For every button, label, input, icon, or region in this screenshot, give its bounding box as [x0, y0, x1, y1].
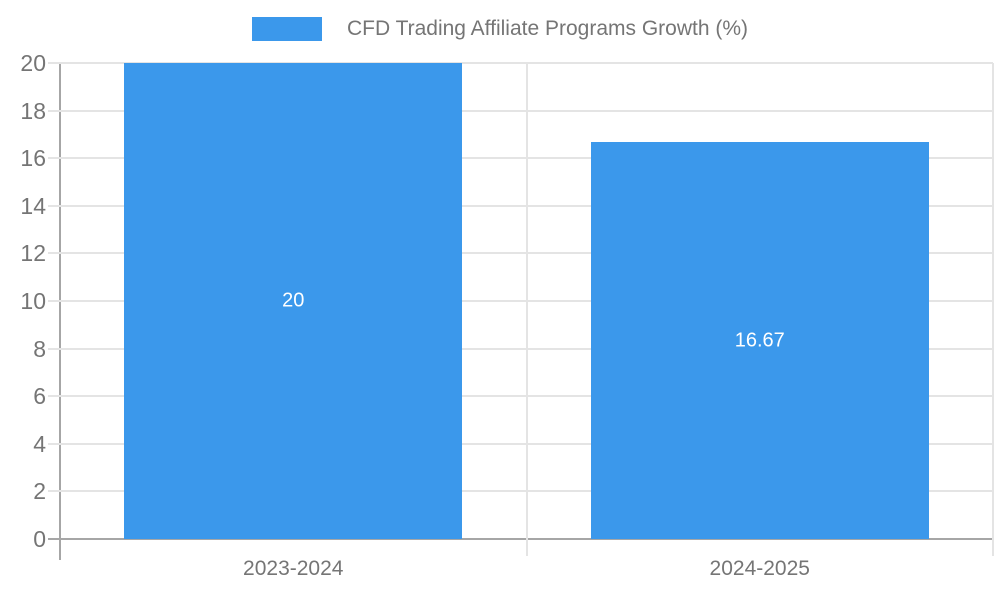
legend-swatch — [251, 17, 322, 41]
y-axis-line — [59, 63, 61, 560]
y-tick-mark — [48, 490, 60, 493]
y-tick-label: 10 — [20, 288, 46, 314]
y-tick-mark — [48, 252, 60, 255]
y-tick-mark — [48, 109, 60, 112]
y-tick-label: 14 — [20, 192, 46, 219]
x-gridline — [525, 63, 528, 539]
bar-value-label: 20 — [282, 289, 305, 312]
y-tick-mark — [48, 442, 60, 445]
y-tick-mark — [48, 347, 60, 350]
y-tick-label: 12 — [20, 240, 46, 267]
y-tick-mark — [48, 62, 60, 64]
y-tick-label: 20 — [20, 50, 46, 76]
y-tick-mark — [48, 538, 60, 540]
y-tick-label: 2 — [33, 478, 46, 505]
bar[interactable]: 20 — [124, 63, 463, 539]
y-tick-label: 0 — [33, 526, 46, 552]
y-tick-label: 6 — [33, 383, 46, 410]
y-tick-label: 18 — [20, 97, 46, 124]
x-category-label: 2023-2024 — [243, 557, 344, 580]
y-tick-mark — [48, 395, 60, 398]
y-tick-mark — [48, 157, 60, 160]
y-tick-label: 16 — [20, 145, 46, 172]
x-gridline — [992, 63, 994, 539]
y-tick-mark — [48, 204, 60, 207]
x-category-label: 2024-2025 — [709, 557, 810, 580]
legend-label: CFD Trading Affiliate Programs Growth (%… — [346, 17, 749, 40]
y-tick-label: 4 — [33, 430, 46, 457]
legend[interactable]: CFD Trading Affiliate Programs Growth (%… — [0, 17, 1000, 41]
y-tick-mark — [48, 300, 60, 302]
x-tick-mark — [525, 539, 528, 556]
y-tick-label: 8 — [33, 335, 46, 362]
bar[interactable]: 16.67 — [590, 142, 929, 539]
x-tick-mark — [992, 539, 994, 556]
bar-value-label: 16.67 — [734, 329, 785, 352]
